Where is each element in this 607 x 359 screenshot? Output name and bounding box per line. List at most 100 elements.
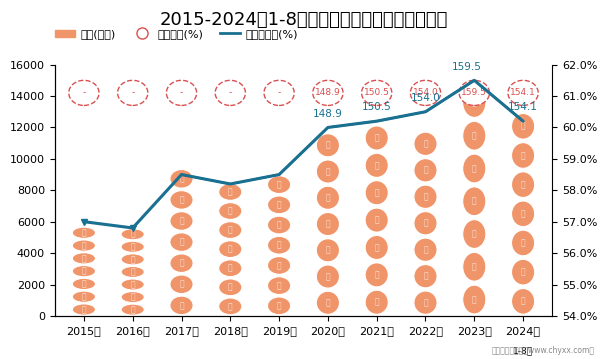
Text: 债: 债 xyxy=(325,193,330,202)
Ellipse shape xyxy=(414,291,437,314)
Ellipse shape xyxy=(463,121,486,150)
Ellipse shape xyxy=(512,172,535,197)
Text: 债: 债 xyxy=(472,229,476,238)
Ellipse shape xyxy=(316,291,339,314)
Text: 债: 债 xyxy=(228,264,232,273)
Ellipse shape xyxy=(362,80,392,106)
Ellipse shape xyxy=(268,216,291,234)
Text: 债: 债 xyxy=(179,216,184,225)
Ellipse shape xyxy=(166,80,197,106)
Text: 债: 债 xyxy=(179,238,184,247)
Ellipse shape xyxy=(268,236,291,254)
Ellipse shape xyxy=(170,296,193,314)
Ellipse shape xyxy=(512,201,535,227)
Text: 债: 债 xyxy=(521,180,526,189)
Text: 债: 债 xyxy=(81,254,86,263)
Ellipse shape xyxy=(459,80,489,106)
Ellipse shape xyxy=(512,230,535,256)
Text: 债: 债 xyxy=(179,259,184,268)
Ellipse shape xyxy=(170,275,193,294)
Ellipse shape xyxy=(219,222,242,238)
Text: 债: 债 xyxy=(179,195,184,204)
Text: 债: 债 xyxy=(521,238,526,247)
Ellipse shape xyxy=(170,254,193,272)
Ellipse shape xyxy=(72,304,95,315)
Text: 债: 债 xyxy=(131,267,135,276)
Ellipse shape xyxy=(268,277,291,294)
Text: 债: 债 xyxy=(423,298,428,307)
Ellipse shape xyxy=(463,252,486,281)
Text: 债: 债 xyxy=(472,262,476,271)
Ellipse shape xyxy=(121,304,144,315)
Text: -: - xyxy=(180,88,183,97)
Ellipse shape xyxy=(219,202,242,219)
Text: 债: 债 xyxy=(81,241,86,250)
Text: 债: 债 xyxy=(179,174,184,183)
Text: 债: 债 xyxy=(375,188,379,197)
Legend: 负债(亿元), 产权比率(%), 资产负债率(%): 负债(亿元), 产权比率(%), 资产负债率(%) xyxy=(50,25,303,44)
Text: 债: 债 xyxy=(277,200,282,209)
Text: 债: 债 xyxy=(521,122,526,131)
Ellipse shape xyxy=(365,181,388,205)
Ellipse shape xyxy=(268,297,291,315)
Text: 债: 债 xyxy=(472,164,476,173)
Text: 债: 债 xyxy=(521,209,526,218)
Ellipse shape xyxy=(414,265,437,288)
Text: 债: 债 xyxy=(228,245,232,254)
Text: 债: 债 xyxy=(179,280,184,289)
Text: 148.9: 148.9 xyxy=(315,88,341,97)
Text: 债: 债 xyxy=(228,283,232,292)
Text: 债: 债 xyxy=(325,167,330,176)
Text: 债: 债 xyxy=(228,225,232,234)
Ellipse shape xyxy=(365,236,388,260)
Ellipse shape xyxy=(463,285,486,314)
Ellipse shape xyxy=(365,153,388,177)
Ellipse shape xyxy=(72,253,95,264)
Text: 制图：智研咨询（www.chyxx.com）: 制图：智研咨询（www.chyxx.com） xyxy=(492,346,595,355)
Text: 债: 债 xyxy=(277,301,282,310)
Ellipse shape xyxy=(121,254,144,265)
Text: 债: 债 xyxy=(131,255,135,264)
Ellipse shape xyxy=(170,191,193,209)
Text: 债: 债 xyxy=(375,270,379,279)
Ellipse shape xyxy=(463,154,486,183)
Ellipse shape xyxy=(365,290,388,314)
Text: 债: 债 xyxy=(81,228,86,237)
Text: 1-8月: 1-8月 xyxy=(513,346,533,355)
Ellipse shape xyxy=(410,80,441,106)
Text: 债: 债 xyxy=(423,219,428,228)
Text: 154.0: 154.0 xyxy=(410,93,440,103)
Ellipse shape xyxy=(219,298,242,315)
Text: 债: 债 xyxy=(472,98,476,107)
Ellipse shape xyxy=(219,279,242,296)
Ellipse shape xyxy=(219,260,242,277)
Text: 债: 债 xyxy=(131,293,135,302)
Text: 债: 债 xyxy=(521,297,526,306)
Ellipse shape xyxy=(121,292,144,303)
Text: 债: 债 xyxy=(228,187,232,196)
Text: 债: 债 xyxy=(472,197,476,206)
Text: 债: 债 xyxy=(423,166,428,175)
Ellipse shape xyxy=(365,208,388,232)
Text: 债: 债 xyxy=(423,139,428,148)
Text: 2015-2024年1-8月黑龙江省工业企业负债统计图: 2015-2024年1-8月黑龙江省工业企业负债统计图 xyxy=(159,11,448,29)
Ellipse shape xyxy=(121,241,144,252)
Text: -: - xyxy=(83,88,86,97)
Text: 债: 债 xyxy=(277,261,282,270)
Text: 债: 债 xyxy=(277,220,282,229)
Text: 债: 债 xyxy=(472,131,476,140)
Text: 债: 债 xyxy=(325,141,330,150)
Text: 159.5: 159.5 xyxy=(461,88,487,97)
Text: 债: 债 xyxy=(325,298,330,307)
Text: 债: 债 xyxy=(277,241,282,250)
Ellipse shape xyxy=(463,89,486,117)
Ellipse shape xyxy=(268,176,291,194)
Ellipse shape xyxy=(69,80,99,106)
Text: 159.5: 159.5 xyxy=(452,61,482,71)
Ellipse shape xyxy=(170,233,193,251)
Ellipse shape xyxy=(365,126,388,150)
Ellipse shape xyxy=(365,263,388,287)
Text: 债: 债 xyxy=(325,246,330,255)
Text: 债: 债 xyxy=(131,242,135,251)
Ellipse shape xyxy=(170,169,193,188)
